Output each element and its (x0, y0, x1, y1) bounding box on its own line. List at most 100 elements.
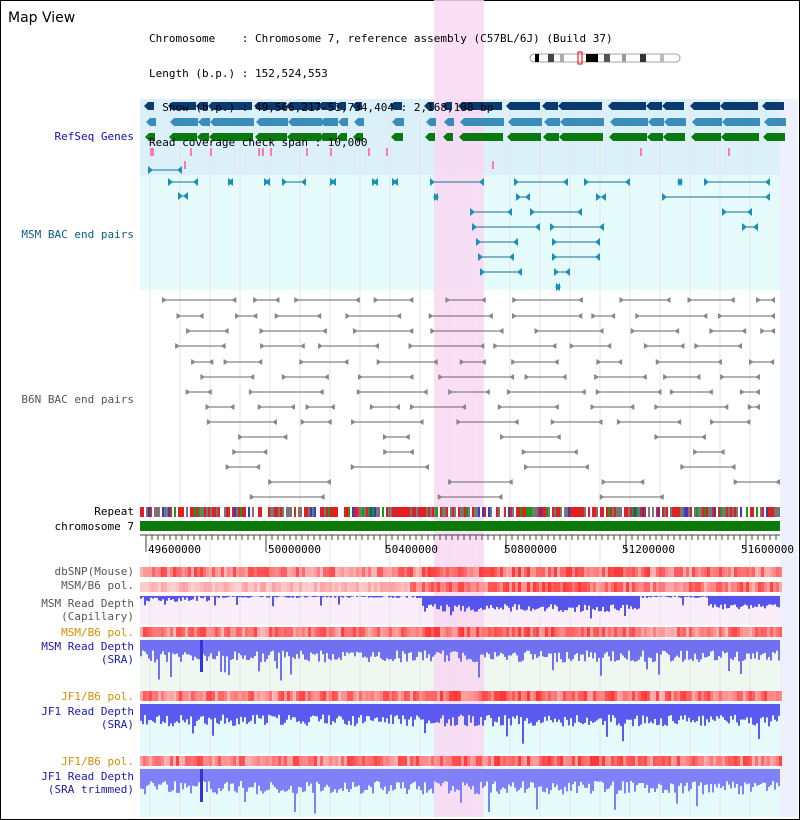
read-depth-bar (366, 704, 368, 717)
read-depth-bar (508, 596, 510, 608)
gene-arrow (507, 133, 511, 141)
read-depth-bar (648, 596, 650, 597)
track-label-msm-b6-pol-2[interactable]: MSM/B6 pol. (61, 626, 134, 639)
read-depth-bar (480, 596, 482, 608)
repeat-element (738, 507, 740, 517)
polymorphism-cell (683, 627, 686, 637)
polymorphism-cell (188, 756, 191, 766)
repeat-element (704, 507, 706, 517)
polymorphism-cell (524, 627, 527, 637)
repeat-element (678, 507, 680, 517)
read-depth-bar (602, 596, 604, 607)
track-label-jf1-depth-trim[interactable]: JF1 Read Depth (41, 770, 134, 783)
polymorphism-cell (689, 756, 692, 766)
read-depth-bar (442, 769, 444, 783)
polymorphism-cell (164, 756, 167, 766)
b6n-bac-end (479, 343, 485, 349)
read-depth-bar (274, 640, 276, 661)
track-label-jf1-b6-pol-1[interactable]: JF1/B6 pol. (61, 690, 134, 703)
read-depth-bar (422, 640, 424, 661)
repeat-element (310, 507, 312, 517)
read-depth-bar (140, 640, 142, 657)
b6n-bac-end (656, 389, 662, 395)
polymorphism-cell (455, 582, 458, 592)
repeat-element (296, 507, 298, 517)
polymorphism-cell (317, 756, 320, 766)
repeat-element (360, 507, 362, 517)
polymorphism-cell (320, 567, 323, 577)
gene-block (463, 133, 503, 141)
polymorphism-cell (608, 567, 611, 577)
track-label-chromosome[interactable]: chromosome 7 (54, 520, 134, 533)
track-label-jf1-b6-pol-2[interactable]: JF1/B6 pol. (61, 755, 134, 768)
polymorphism-cell (686, 567, 689, 577)
b6n-bac-end (702, 313, 708, 319)
read-depth-bar (532, 596, 534, 609)
repeat-element (378, 507, 380, 517)
polymorphism-cell (362, 627, 365, 637)
polymorphism-cell (491, 756, 494, 766)
track-label-msm-bac[interactable]: MSM BAC end pairs (21, 228, 134, 241)
read-depth-bar (760, 640, 762, 656)
track-label-repeat[interactable]: Repeat (94, 505, 134, 518)
gene-block (357, 133, 363, 141)
read-depth-bar (182, 704, 184, 721)
polymorphism-cell (194, 691, 197, 701)
read-depth-bar (274, 704, 276, 717)
track-label-jf1-depth-sra[interactable]: JF1 Read Depth (41, 705, 134, 718)
repeat-element (762, 507, 764, 517)
gene-arrow (559, 133, 563, 141)
read-depth-bar (468, 769, 470, 787)
read-depth-bar (376, 596, 378, 598)
read-depth-bar (488, 640, 490, 655)
track-label-msm-b6-pol-1[interactable]: MSM/B6 pol. (61, 579, 134, 592)
read-depth-bar (566, 596, 568, 611)
read-depth-bar (534, 704, 536, 726)
read-depth-bar (410, 704, 412, 717)
read-depth-bar (752, 640, 754, 654)
read-depth-bar (228, 769, 230, 791)
read-depth-bar (666, 640, 668, 653)
read-depth-bar (490, 596, 492, 606)
read-depth-bar (622, 704, 624, 742)
polymorphism-cell (407, 627, 410, 637)
repeat-element (324, 507, 326, 517)
repeat-element (664, 507, 666, 517)
polymorphism-cell (371, 691, 374, 701)
track-label-dbsnp[interactable]: dbSNP(Mouse) (54, 565, 134, 578)
read-depth-bar (688, 596, 690, 597)
polymorphism-cell (320, 756, 323, 766)
polymorphism-cell (335, 567, 338, 577)
read-depth-bar (290, 596, 292, 598)
b6n-bac-end (580, 389, 586, 395)
track-label-refseq[interactable]: RefSeq Genes (54, 130, 134, 143)
read-depth-bar (390, 596, 392, 597)
repeat-element (534, 507, 536, 517)
info-line-show: Show (b.p.) : 49,566,217-51,734,404 : 2,… (149, 101, 494, 114)
read-depth-bar (290, 640, 292, 675)
read-depth-bar (718, 704, 720, 719)
track-label-b6n-bac[interactable]: B6N BAC end pairs (21, 393, 134, 406)
polymorphism-overlay (140, 582, 410, 592)
read-depth-bar (672, 640, 674, 661)
read-depth-bar (732, 769, 734, 782)
polymorphism-cell (566, 691, 569, 701)
read-depth-bar (430, 596, 432, 605)
read-depth-bar (696, 769, 698, 807)
repeat-element (382, 507, 384, 517)
track-label-msm-depth-cap[interactable]: MSM Read Depth (41, 597, 134, 610)
read-depth-bar (204, 640, 206, 656)
polymorphism-cell (614, 567, 617, 577)
read-depth-bar (330, 769, 332, 793)
read-depth-bar (250, 596, 252, 598)
polymorphism-cell (431, 582, 434, 592)
polymorphism-cell (701, 627, 704, 637)
read-depth-bar (582, 769, 584, 785)
read-depth-bar (500, 769, 502, 790)
read-depth-bar (340, 769, 342, 789)
msm-bac-end (595, 253, 600, 261)
track-label-msm-depth-sra[interactable]: MSM Read Depth (41, 640, 134, 653)
polymorphism-cell (164, 627, 167, 637)
polymorphism-cell (716, 567, 719, 577)
